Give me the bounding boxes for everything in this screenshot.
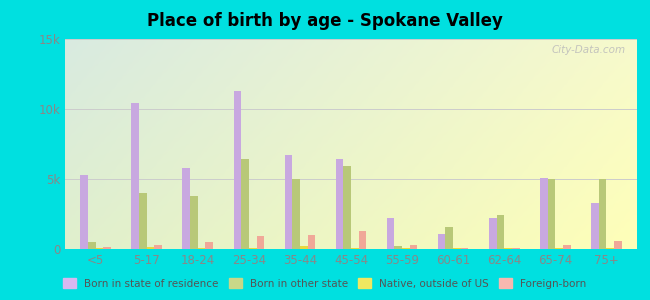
Bar (205, 242, 213, 249)
Bar (606, 248, 614, 249)
Bar (489, 218, 497, 249)
Bar (453, 248, 461, 249)
Bar (335, 159, 343, 249)
Bar (402, 248, 410, 249)
Bar (96, 248, 103, 249)
Bar (190, 196, 198, 249)
Bar (359, 231, 367, 249)
Bar (343, 167, 351, 249)
Bar (183, 168, 190, 249)
Text: City-Data.com: City-Data.com (551, 45, 625, 55)
Bar (285, 155, 292, 249)
Bar (387, 218, 395, 249)
Bar (540, 178, 548, 249)
Bar (599, 179, 606, 249)
Bar (292, 179, 300, 249)
Bar (591, 203, 599, 249)
Bar (504, 248, 512, 249)
Text: Place of birth by age - Spokane Valley: Place of birth by age - Spokane Valley (147, 12, 503, 30)
Bar (410, 245, 417, 249)
Bar (81, 175, 88, 249)
Bar (395, 246, 402, 249)
Bar (445, 226, 453, 249)
Bar (563, 245, 571, 249)
Bar (555, 248, 563, 249)
Bar (351, 248, 359, 249)
Bar (438, 234, 445, 249)
Bar (103, 247, 111, 249)
Bar (131, 103, 139, 249)
Bar (139, 193, 147, 249)
Legend: Born in state of residence, Born in other state, Native, outside of US, Foreign-: Born in state of residence, Born in othe… (60, 275, 590, 292)
Bar (88, 242, 96, 249)
Bar (198, 248, 205, 249)
Bar (497, 215, 504, 249)
Bar (155, 245, 162, 249)
Bar (241, 159, 249, 249)
Bar (461, 248, 469, 249)
Bar (233, 91, 241, 249)
Bar (307, 235, 315, 249)
Bar (249, 248, 257, 249)
Bar (257, 236, 264, 249)
Bar (512, 248, 519, 249)
Bar (300, 246, 307, 249)
Bar (547, 179, 555, 249)
Bar (147, 247, 155, 249)
Bar (614, 241, 621, 249)
